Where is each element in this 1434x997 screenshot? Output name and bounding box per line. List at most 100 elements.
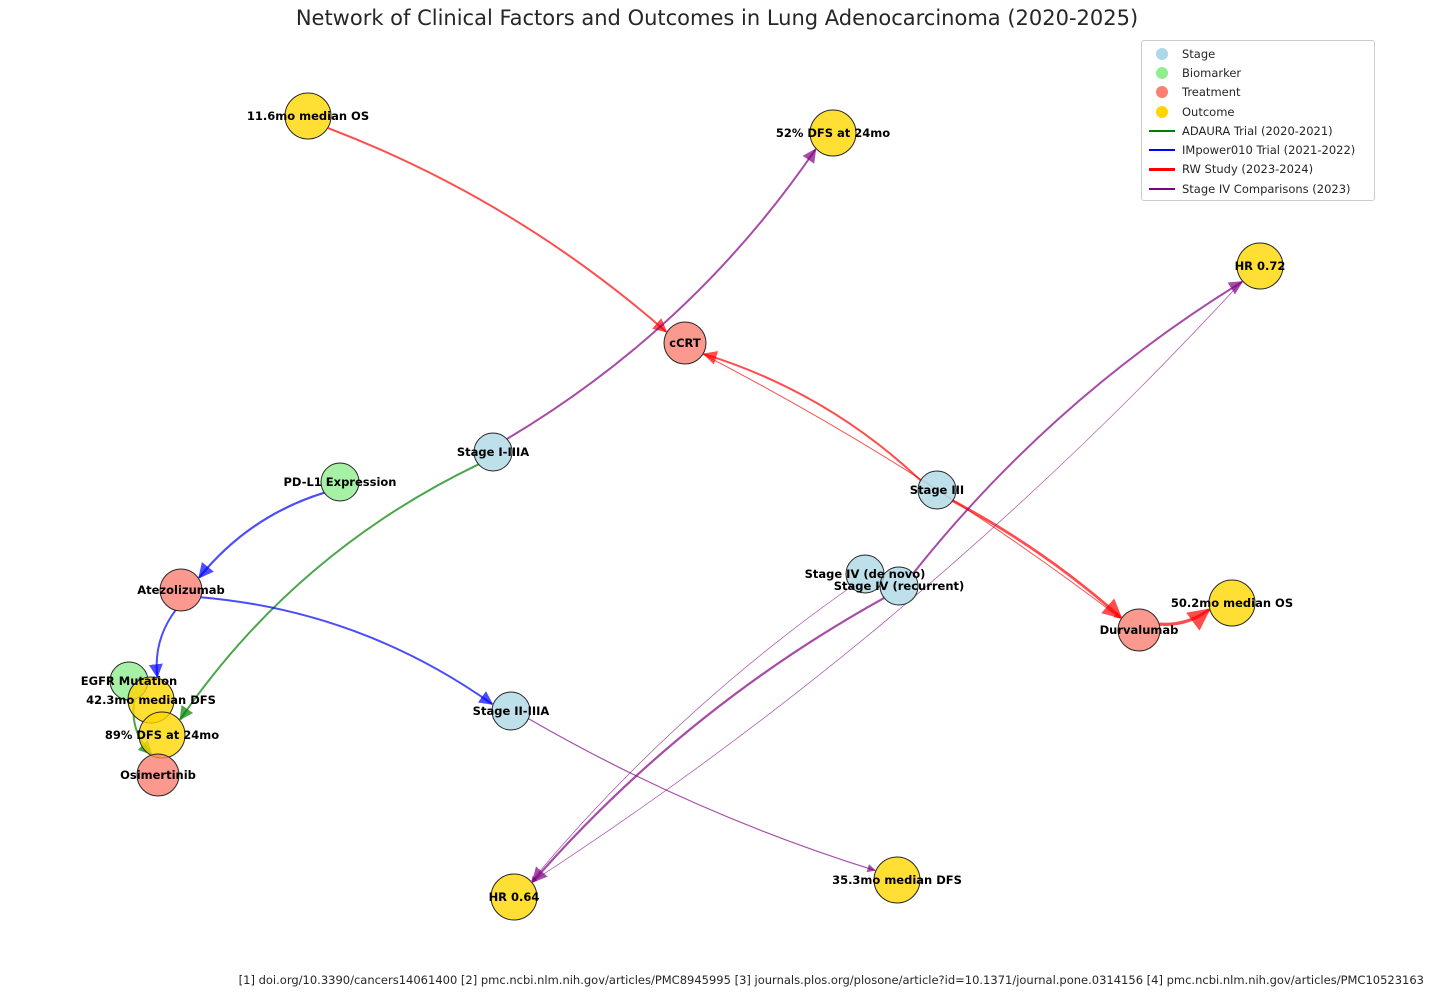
edge-stage-iii-to-durvalumab bbox=[951, 499, 1123, 619]
node-label-atezolizumab: Atezolizumab bbox=[137, 583, 225, 597]
node-circle-pd-l1-expression bbox=[320, 462, 360, 502]
node-circle-atezolizumab bbox=[159, 568, 203, 612]
node-circle-ccrt bbox=[663, 321, 707, 365]
node-circle-durvalumab bbox=[1117, 608, 1161, 652]
node-label-89-dfs-at-24mo: 89% DFS at 24mo bbox=[105, 728, 219, 742]
legend-label: Biomarker bbox=[1182, 65, 1242, 80]
edge-stage-iv-recurrent-to-hr-0-72 bbox=[912, 281, 1244, 575]
edge-11-6mo-median-os-to-ccrt bbox=[327, 126, 668, 333]
node-label-stage-ii-iiia: Stage II-IIIA bbox=[473, 704, 550, 718]
edge-stage-i-iiia-to-52-dfs-at-24mo bbox=[506, 148, 817, 440]
legend-marker bbox=[1142, 105, 1182, 118]
edge-atezolizumab-to-42-3mo-median-dfs bbox=[148, 609, 177, 679]
node-circle-osimertinib bbox=[136, 753, 180, 797]
node-ccrt bbox=[663, 321, 707, 365]
node-label-egfr-mutation: EGFR Mutation bbox=[81, 674, 177, 688]
legend-label: Outcome bbox=[1182, 104, 1235, 119]
node-stage-iv-recurrent bbox=[879, 566, 919, 606]
legend-label: Stage bbox=[1182, 46, 1216, 61]
legend-label: RW Study (2023-2024) bbox=[1182, 162, 1314, 177]
node-circle-50-2mo-median-os bbox=[1208, 579, 1256, 627]
legend-label: Treatment bbox=[1182, 85, 1241, 100]
node-circle-hr-0-72 bbox=[1236, 242, 1284, 290]
node-label-42-3mo-median-dfs: 42.3mo median DFS bbox=[86, 693, 216, 707]
node-50-2mo-median-os bbox=[1208, 579, 1256, 627]
node-label-hr-0-72: HR 0.72 bbox=[1235, 259, 1286, 273]
node-label-11-6mo-median-os: 11.6mo median OS bbox=[247, 109, 369, 123]
node-durvalumab bbox=[1117, 608, 1161, 652]
edge-stage-ii-iiia-to-35-3mo-median-dfs bbox=[528, 718, 876, 873]
node-stage-i-iiia bbox=[473, 432, 513, 472]
node-35-3mo-median-dfs bbox=[873, 856, 921, 904]
legend-item-stage-iv-comparisons-2023: Stage IV Comparisons (2023) bbox=[1142, 179, 1374, 198]
legend-marker bbox=[1142, 86, 1182, 99]
legend-dot-icon bbox=[1156, 66, 1168, 79]
node-label-durvalumab: Durvalumab bbox=[1100, 623, 1179, 637]
legend-label: Stage IV Comparisons (2023) bbox=[1182, 181, 1351, 196]
edge-durvalumab-to-50-2mo-median-os bbox=[1159, 608, 1211, 631]
legend-dot-icon bbox=[1156, 86, 1168, 99]
node-label-stage-iii: Stage III bbox=[910, 483, 964, 497]
node-label-52-dfs-at-24mo: 52% DFS at 24mo bbox=[776, 126, 890, 140]
node-label-osimertinib: Osimertinib bbox=[120, 768, 196, 782]
legend-label: ADAURA Trial (2020-2021) bbox=[1182, 123, 1333, 138]
edge-stage-iv-de-novo-to-hr-0-64 bbox=[531, 586, 852, 882]
legend-line-icon bbox=[1149, 129, 1175, 133]
node-stage-ii-iiia bbox=[491, 691, 531, 731]
node-circle-stage-i-iiia bbox=[473, 432, 513, 472]
node-hr-0-72 bbox=[1236, 242, 1284, 290]
legend-item-outcome: Outcome bbox=[1142, 102, 1374, 121]
legend-item-treatment: Treatment bbox=[1142, 83, 1374, 102]
edge-pd-l1-expression-to-atezolizumab bbox=[198, 491, 325, 579]
legend-item-rw-study-2023-2024: RW Study (2023-2024) bbox=[1142, 160, 1374, 179]
node-label-stage-iv-recurrent: Stage IV (recurrent) bbox=[834, 579, 965, 593]
legend-line-icon bbox=[1149, 148, 1175, 152]
node-label-35-3mo-median-dfs: 35.3mo median DFS bbox=[832, 873, 962, 887]
node-label-stage-i-iiia: Stage I-IIIA bbox=[457, 445, 529, 459]
legend-label: IMpower010 Trial (2021-2022) bbox=[1182, 143, 1356, 158]
legend-marker bbox=[1142, 66, 1182, 79]
legend-marker bbox=[1142, 168, 1182, 171]
node-atezolizumab bbox=[159, 568, 203, 612]
node-label-hr-0-64: HR 0.64 bbox=[489, 890, 540, 904]
node-11-6mo-median-os bbox=[284, 92, 332, 140]
node-label-50-2mo-median-os: 50.2mo median OS bbox=[1171, 596, 1293, 610]
node-hr-0-64 bbox=[490, 873, 538, 921]
edge-layer bbox=[132, 126, 1244, 884]
node-label-pd-l1-expression: PD-L1 Expression bbox=[284, 475, 397, 489]
node-circle-stage-iii bbox=[917, 470, 957, 510]
legend-item-biomarker: Biomarker bbox=[1142, 63, 1374, 82]
legend-dot-icon bbox=[1156, 47, 1168, 60]
node-label-ccrt: cCRT bbox=[669, 336, 701, 350]
node-label-stage-iv-de-novo: Stage IV (de novo) bbox=[805, 567, 926, 581]
legend: Stage Biomarker Treatment Outcome ADAURA Tri… bbox=[1141, 40, 1375, 202]
edge-stage-i-iiia-to-89-dfs-at-24mo bbox=[179, 463, 480, 721]
legend-line-icon bbox=[1149, 168, 1175, 171]
node-circle-hr-0-64 bbox=[490, 873, 538, 921]
legend-marker bbox=[1142, 187, 1182, 190]
diagram-title: Network of Clinical Factors and Outcomes… bbox=[295, 6, 1139, 30]
edge-stage-iv-recurrent-to-hr-0-64 bbox=[531, 596, 885, 884]
legend-dot-icon bbox=[1156, 105, 1168, 118]
legend-marker bbox=[1142, 129, 1182, 133]
node-osimertinib bbox=[136, 753, 180, 797]
references-footer: [1] doi.org/10.3390/cancers14061400 [2] … bbox=[238, 973, 1424, 987]
edge-stage-iii-to-ccrt bbox=[702, 351, 922, 482]
edge-atezolizumab-to-stage-ii-iiia bbox=[200, 596, 494, 705]
legend-line-icon bbox=[1149, 187, 1175, 190]
legend-item-adaura-trial-2020-2021: ADAURA Trial (2020-2021) bbox=[1142, 121, 1374, 140]
node-circle-stage-iv-recurrent bbox=[879, 566, 919, 606]
node-layer: 11.6mo median OS 52% DFS at 24mo HR 0.72 cC… bbox=[81, 92, 1293, 921]
legend-item-impower010-trial-2021-2022: IMpower010 Trial (2021-2022) bbox=[1142, 140, 1374, 159]
legend-item-stage: Stage bbox=[1142, 44, 1374, 63]
node-circle-stage-ii-iiia bbox=[491, 691, 531, 731]
legend-marker bbox=[1142, 148, 1182, 152]
legend-marker bbox=[1142, 47, 1182, 60]
node-52-dfs-at-24mo bbox=[809, 109, 857, 157]
node-circle-52-dfs-at-24mo bbox=[809, 109, 857, 157]
edge-ccrt-to-durvalumab bbox=[702, 353, 1121, 619]
node-circle-35-3mo-median-dfs bbox=[873, 856, 921, 904]
node-circle-11-6mo-median-os bbox=[284, 92, 332, 140]
node-pd-l1-expression bbox=[320, 462, 360, 502]
